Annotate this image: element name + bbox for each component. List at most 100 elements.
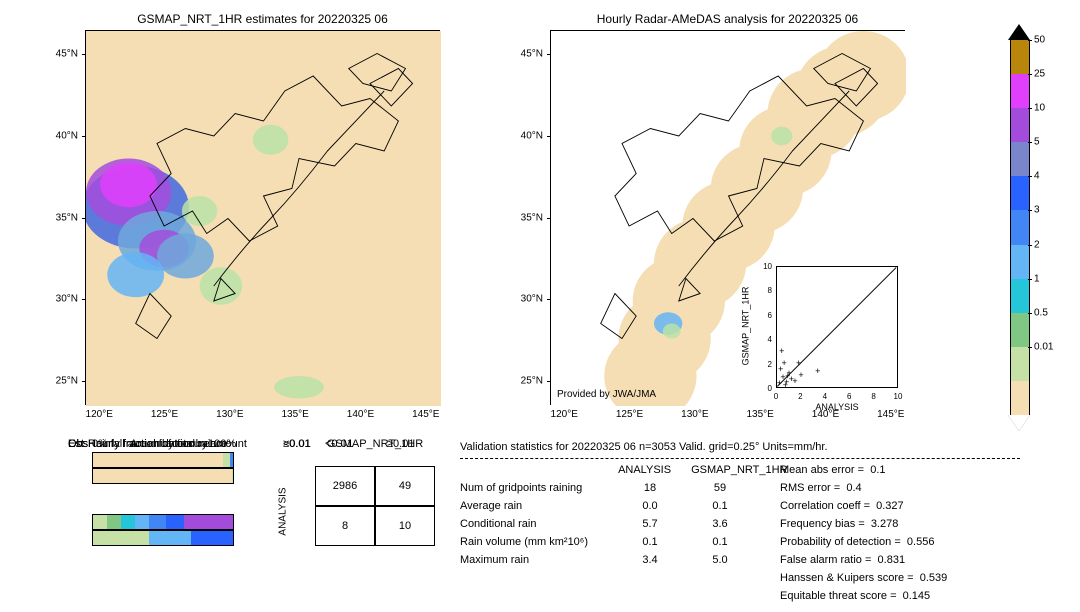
validation-stat: Frequency bias = 3.278 [780,515,1020,533]
matrix-cell-00: 2986 [315,466,375,506]
xtick: 140°E [812,409,839,420]
scatter-xticks: 0246810 [776,390,898,402]
xtick: 145°E [877,409,904,420]
colorbar-label: 4 [1034,171,1040,182]
frac-seg [184,515,233,529]
frac-total-sub: Rainfall accumulation by amount [88,438,247,450]
colorbar-top-tri [1008,24,1030,40]
frac-seg [135,515,149,529]
scatter-point: + [796,358,801,368]
ytick: 25°N [56,375,78,386]
matrix-row-hdr: ANALYSIS [278,487,289,535]
frac-seg [93,469,232,483]
validation-stat: RMS error = 0.4 [780,479,1020,497]
xtick: 140°E [347,409,374,420]
xtick: 125°E [616,409,643,420]
frac-seg [230,453,233,467]
frac-total-obs-label: Obs [68,438,88,450]
frac-occ-est-bar [92,452,234,468]
colorbar-segment [1010,313,1030,347]
right-map-title: Hourly Radar-AMeDAS analysis for 2022032… [550,12,905,26]
ytick: 35°N [56,212,78,223]
left-map-yticks: 25°N 30°N 35°N 40°N 45°N [48,30,82,405]
colorbar-segment [1010,381,1030,415]
xtick: 135°E [281,409,308,420]
ytick: 45°N [56,49,78,60]
validation-stat: Correlation coeff = 0.327 [780,497,1020,515]
figure-root: GSMAP_NRT_1HR estimates for 20220325 06 … [0,0,1080,612]
colorbar-label: 50 [1034,35,1045,46]
left-map-panel [85,30,440,405]
xtick: 125°E [151,409,178,420]
colorbar-label: 10 [1034,103,1045,114]
matrix-cell-11: 10 [375,506,435,546]
xtick: 135°E [746,409,773,420]
frac-seg [121,515,135,529]
colorbar-label: 3 [1034,205,1040,216]
validation-row: Maximum rain3.45.0 [460,551,780,569]
validation-stat: Equitable threat score = 0.145 [780,587,1020,605]
ytick: 40°N [521,130,543,141]
colorbar-segment [1010,40,1030,74]
frac-total-obs-bar [92,530,234,546]
frac-occ-obs-bar [92,468,234,484]
matrix-cell-10: 8 [315,506,375,546]
validation-col-hdrs: ANALYSIS GSMAP_NRT_1HR [460,461,780,479]
right-map-yticks: 25°N 30°N 35°N 40°N 45°N [513,30,547,405]
xtick: 130°E [681,409,708,420]
frac-seg [232,469,233,483]
scatter-yticks: 0246810 [758,266,774,388]
left-map-xticks: 120°E 125°E 130°E 135°E 140°E 145°E [85,407,440,423]
frac-seg [107,515,121,529]
frac-total-est-bar [92,514,234,530]
ytick: 30°N [521,294,543,305]
matrix-col1: ≥0.01 [387,438,414,450]
ytick: 25°N [521,375,543,386]
colorbar-label: 0.5 [1034,307,1048,318]
left-map-svg [86,31,441,406]
scatter-diagonal [777,267,897,387]
colorbar-segment [1010,108,1030,142]
ytick: 30°N [56,294,78,305]
scatter-ylabel: GSMAP_NRT_1HR [740,287,750,366]
validation-row: Num of gridpoints raining1859 [460,479,780,497]
validation-row: Rain volume (mm km²10⁶)0.10.1 [460,533,780,551]
right-map-xticks: 120°E 125°E 130°E 135°E 140°E 145°E [550,407,905,423]
validation-stat: False alarm ratio = 0.831 [780,551,1020,569]
validation-stat: Mean abs error = 0.1 [780,461,1020,479]
xtick: 120°E [551,409,578,420]
xtick: 120°E [86,409,113,420]
colorbar-segment [1010,279,1030,313]
frac-seg [149,515,166,529]
colorbar: 502510543210.50.01 [1010,40,1028,415]
right-map-panel: Provided by JWA/JMA ++++++++++++++ 02468… [550,30,905,405]
scatter-point: + [779,346,784,356]
scatter-point: + [783,380,788,390]
xtick: 130°E [216,409,243,420]
validation-stat: Probability of detection = 0.556 [780,533,1020,551]
validation-row: Conditional rain5.73.6 [460,515,780,533]
colorbar-label: 1 [1034,273,1040,284]
colorbar-segment [1010,347,1030,381]
frac-seg [149,531,191,545]
frac-seg [223,453,230,467]
scatter-point: + [815,366,820,376]
scatter-point: + [792,376,797,386]
ytick: 35°N [521,212,543,223]
colorbar-segment [1010,245,1030,279]
matrix-row1: <0.01 [283,438,311,450]
validation-rule [460,458,1020,459]
colorbar-label: 2 [1034,239,1040,250]
ytick: 45°N [521,49,543,60]
frac-seg [93,515,107,529]
provided-label: Provided by JWA/JMA [557,389,656,400]
frac-seg [93,531,149,545]
colorbar-bot-tri [1008,415,1030,431]
frac-seg [166,515,184,529]
ytick: 40°N [56,130,78,141]
validation-title: Validation statistics for 20220325 06 n=… [460,438,1070,456]
xtick: 145°E [412,409,439,420]
matrix-col0: <0.01 [325,438,353,450]
colorbar-segment [1010,74,1030,108]
colorbar-segment [1010,142,1030,176]
